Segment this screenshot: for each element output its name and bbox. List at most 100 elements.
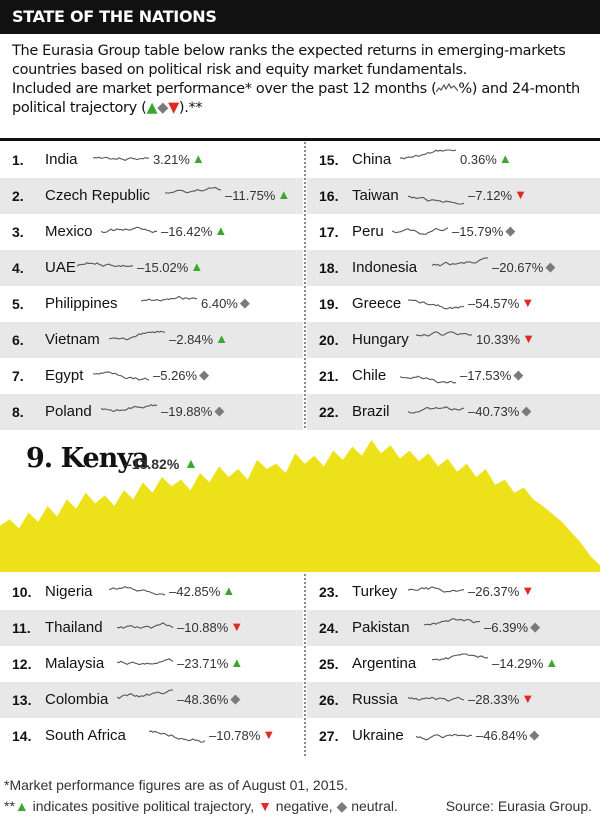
sparkline xyxy=(408,696,465,702)
triangle-down-icon: ▼ xyxy=(168,100,179,116)
sparkline xyxy=(101,404,158,412)
row-country: Greece xyxy=(352,295,402,312)
intro-line-4b: ).** xyxy=(178,100,203,116)
row-country: Colombia xyxy=(45,691,109,708)
header-bar: STATE OF THE NATIONS xyxy=(0,0,600,34)
diamond-icon: ◆ xyxy=(214,403,225,418)
table-row: 7. Egypt –5.26% ◆ xyxy=(0,358,303,394)
row-rank: 20. xyxy=(319,332,339,348)
table-row: 8. Poland –19.88% ◆ xyxy=(0,394,303,430)
row-country: China xyxy=(352,151,392,168)
row-country: India xyxy=(45,151,78,168)
table-row: 21. Chile –17.53% ◆ xyxy=(307,358,600,394)
table-row: 4. UAE –15.02% ▲ xyxy=(0,250,303,286)
table-row: 25. Argentina –14.29% ▲ xyxy=(307,646,600,682)
row-value: –23.71% xyxy=(177,656,229,671)
table-row: 1. India 3.21% ▲ xyxy=(0,142,303,178)
row-rank: 2. xyxy=(12,188,24,204)
triangle-up-icon: ▲ xyxy=(222,583,236,598)
triangle-up-icon: ▲ xyxy=(230,655,244,670)
row-rank: 18. xyxy=(319,260,339,276)
sparkline xyxy=(408,299,465,310)
row-country: Poland xyxy=(45,403,92,420)
row-value: –54.57% xyxy=(468,296,520,311)
row-value: –15.02% xyxy=(137,260,189,275)
row-country: Peru xyxy=(352,223,384,240)
row-value: –7.12% xyxy=(468,188,513,203)
footnote-market: *Market performance figures are as of Au… xyxy=(4,777,348,793)
row-country: Vietnam xyxy=(45,331,100,348)
triangle-down-icon: ▼ xyxy=(258,798,272,814)
table-row: 22. Brazil –40.73% ◆ xyxy=(307,394,600,430)
row-value: –19.88% xyxy=(161,404,213,419)
table-row: 12. Malaysia –23.71% ▲ xyxy=(0,646,303,682)
row-rank: 7. xyxy=(12,368,24,384)
sparkline xyxy=(101,226,158,234)
triangle-down-icon: ▼ xyxy=(230,619,244,634)
row-rank: 17. xyxy=(319,224,339,240)
row-rank: 10. xyxy=(12,584,32,600)
sparkline xyxy=(432,257,488,267)
row-country: Egypt xyxy=(45,367,84,384)
footnote-asterisks: ** xyxy=(4,798,15,814)
triangle-up-icon: ▲ xyxy=(146,100,158,116)
table-row: 18. Indonesia –20.67% ◆ xyxy=(307,250,600,286)
sparkline xyxy=(424,618,481,626)
row-country: Thailand xyxy=(45,619,103,636)
sparkline-legend-icon xyxy=(435,82,459,93)
sparkline xyxy=(400,149,457,160)
row-rank: 6. xyxy=(12,332,24,348)
row-value: –28.33% xyxy=(468,692,520,707)
sparkline xyxy=(408,586,465,593)
column-separator xyxy=(304,574,306,756)
row-value: 10.33% xyxy=(476,332,521,347)
row-rank: 22. xyxy=(319,404,339,420)
table-row: 23. Turkey –26.37% ▼ xyxy=(307,574,600,610)
table-row: 19. Greece –54.57% ▼ xyxy=(307,286,600,322)
intro-line-4: political trajectory (▲◆▼).** xyxy=(12,99,592,118)
row-country: Taiwan xyxy=(352,187,399,204)
triangle-down-icon: ▼ xyxy=(262,727,276,742)
triangle-up-icon: ▲ xyxy=(215,331,228,346)
row-rank: 3. xyxy=(12,224,24,240)
sparkline xyxy=(117,622,174,629)
row-rank: 19. xyxy=(319,296,339,312)
row-value: –40.73% xyxy=(468,404,520,419)
sparkline xyxy=(93,371,150,381)
sparkline xyxy=(408,406,465,414)
row-country: Malaysia xyxy=(45,655,105,672)
row-value: 0.36% xyxy=(460,152,497,167)
row-value: –11.75% xyxy=(225,188,276,203)
diamond-icon: ◆ xyxy=(529,727,540,742)
row-value: –46.84% xyxy=(476,728,528,743)
row-rank: 21. xyxy=(319,368,339,384)
diamond-icon: ◆ xyxy=(157,100,169,116)
row-rank: 1. xyxy=(12,152,24,168)
table-row: 3. Mexico –16.42% ▲ xyxy=(0,214,303,250)
sparkline xyxy=(416,331,473,337)
footnote-neutral: neutral. xyxy=(347,798,398,814)
intro-line-3a: Included are market performance* over th… xyxy=(12,81,437,97)
row-country: Brazil xyxy=(352,403,390,420)
row-country: South Africa xyxy=(45,727,126,744)
sparkline xyxy=(117,658,174,666)
diamond-icon: ◆ xyxy=(230,691,241,706)
table-row: 13. Colombia –48.36% ◆ xyxy=(0,682,303,718)
kenya-value: –13.82% xyxy=(124,456,180,472)
table-row: 24. Pakistan –6.39% ◆ xyxy=(307,610,600,646)
row-rank: 14. xyxy=(12,728,32,744)
row-country: Indonesia xyxy=(352,259,418,276)
row-country: Mexico xyxy=(45,223,93,240)
kenya-area xyxy=(0,440,600,572)
diamond-icon: ◆ xyxy=(505,223,516,238)
row-value: –26.37% xyxy=(468,584,520,599)
triangle-down-icon: ▼ xyxy=(521,295,535,310)
row-rank: 5. xyxy=(12,296,24,312)
row-value: –20.67% xyxy=(492,260,544,275)
row-rank: 26. xyxy=(319,692,339,708)
diamond-icon: ◆ xyxy=(513,367,524,382)
row-country: Russia xyxy=(352,691,398,708)
row-country: Argentina xyxy=(352,655,417,672)
row-rank: 16. xyxy=(319,188,339,204)
footnote-positive: indicates positive political trajectory, xyxy=(28,798,259,814)
